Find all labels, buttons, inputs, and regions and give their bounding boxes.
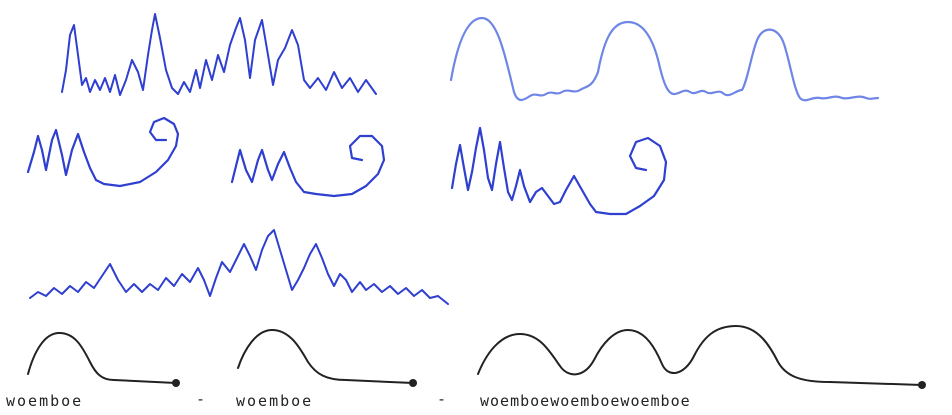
blue-jagged-wave-2 bbox=[29, 229, 449, 305]
label-dash-1: - bbox=[196, 390, 208, 408]
end-dot-1 bbox=[172, 379, 180, 387]
blue-curl-wave-2 bbox=[230, 134, 386, 198]
black-bump-curve-1 bbox=[27, 331, 177, 384]
blue-jagged-wave-1 bbox=[61, 13, 377, 96]
label-dash-2: - bbox=[437, 390, 449, 408]
label-woemboe-2: woemboe bbox=[236, 392, 314, 410]
light-blue-bump-wave bbox=[449, 16, 880, 102]
black-triple-bump-curve bbox=[477, 325, 923, 386]
label-woemboe-1: woemboe bbox=[6, 392, 84, 410]
blue-spiky-curl-wave bbox=[450, 126, 668, 216]
end-dot-3 bbox=[918, 381, 926, 389]
black-bump-curve-2 bbox=[237, 329, 414, 384]
blue-curl-wave-1 bbox=[26, 116, 180, 188]
label-woemboe-repeated: woemboewoemboewoemboe bbox=[480, 392, 691, 410]
end-dot-2 bbox=[409, 379, 417, 387]
